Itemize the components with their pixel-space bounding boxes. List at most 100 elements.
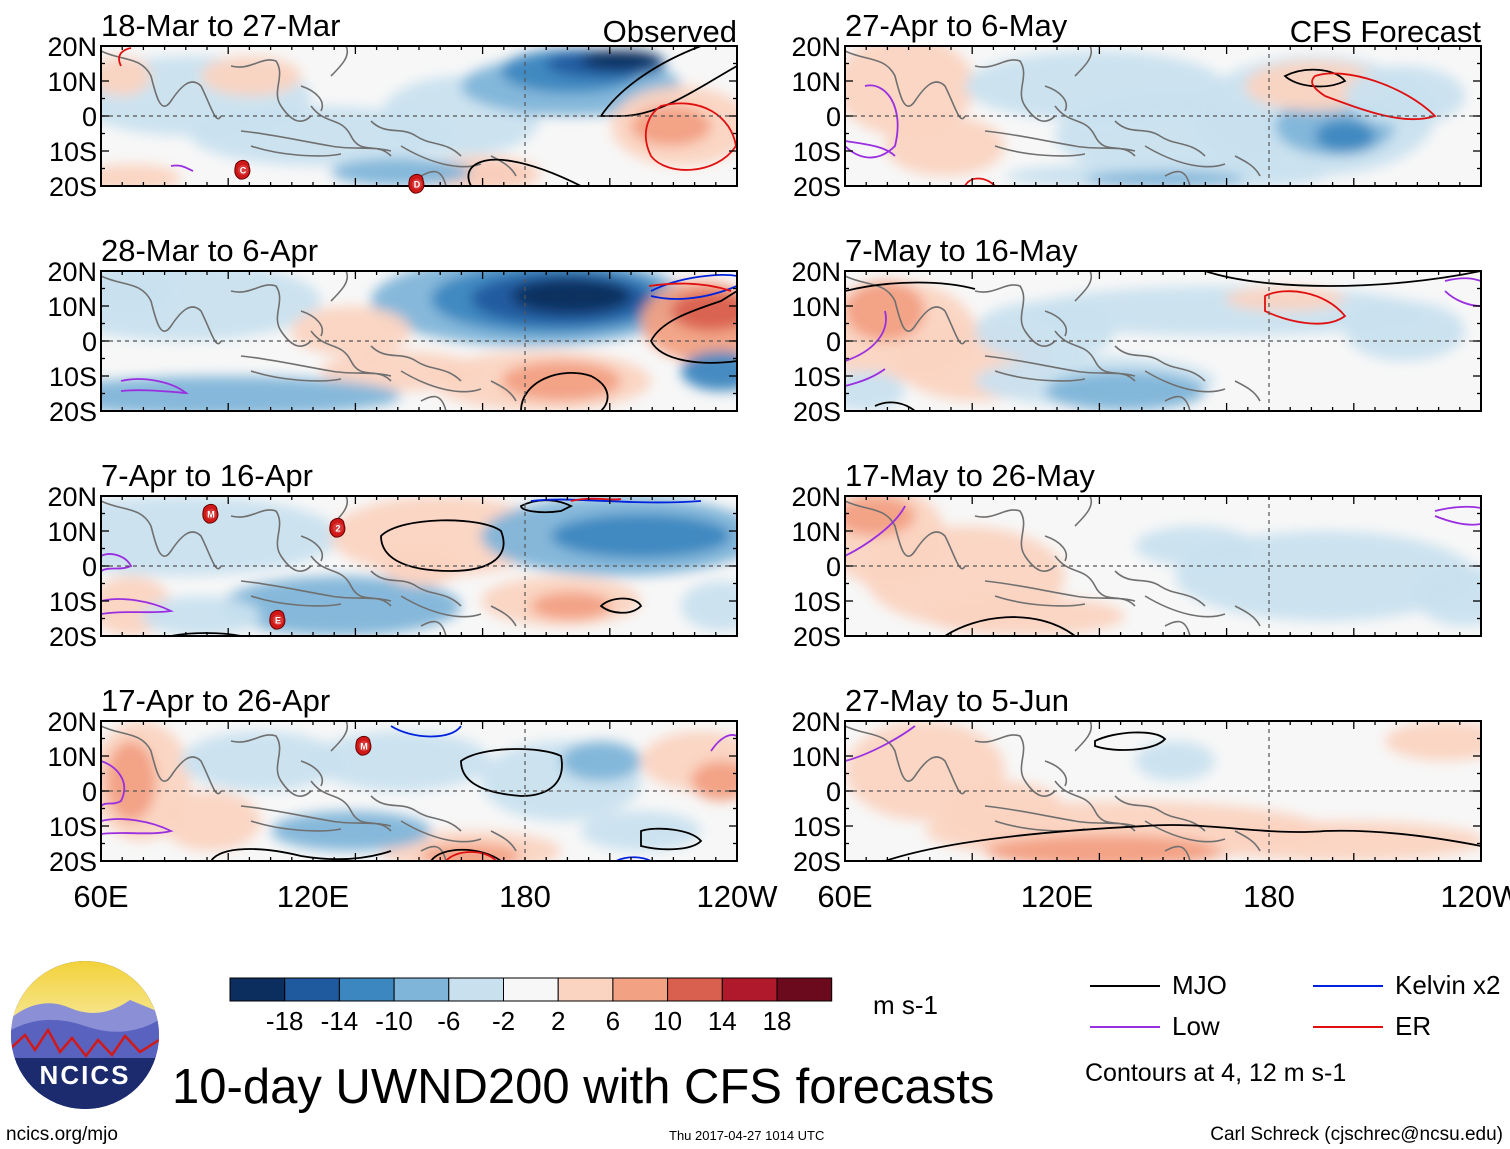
anomaly-blob bbox=[631, 106, 711, 146]
lat-tick-label: 0 bbox=[82, 552, 97, 582]
lat-tick-label: 10N bbox=[47, 67, 97, 97]
anomaly-blob bbox=[511, 278, 631, 314]
lat-tick-label: 0 bbox=[826, 102, 841, 132]
anomaly-blob bbox=[681, 581, 737, 631]
map-panel: 27-Apr to 6-May CFS Forecast 20N 10N 0 10S 20S bbox=[791, 8, 1482, 202]
colorbar-tick-label: 2 bbox=[551, 1006, 565, 1036]
lat-tick-label: 10N bbox=[791, 292, 841, 322]
anomaly-blob bbox=[271, 811, 431, 851]
colorbar-swatch bbox=[284, 977, 340, 1002]
colorbar-swatch bbox=[776, 977, 833, 1002]
lon-tick-label: 180 bbox=[1243, 879, 1295, 914]
storm-marker: D bbox=[408, 173, 425, 194]
contour-line bbox=[1094, 731, 1167, 751]
storm-marker: C bbox=[234, 159, 251, 180]
contour-line bbox=[210, 848, 392, 861]
anomaly-blob bbox=[975, 301, 1115, 361]
lat-tick-label: 10S bbox=[793, 812, 841, 842]
contour-line bbox=[845, 505, 906, 557]
contour-line bbox=[1311, 72, 1437, 121]
contour-line bbox=[874, 401, 916, 411]
wind-anomaly-shading bbox=[101, 496, 737, 636]
source-url[interactable]: ncics.org/mjo bbox=[6, 1124, 118, 1145]
contour-line bbox=[1264, 290, 1347, 325]
lat-tick-label: 20N bbox=[47, 482, 97, 512]
lat-tick-label: 20S bbox=[49, 397, 97, 427]
colorbar-swatch bbox=[721, 977, 778, 1002]
anomaly-blob bbox=[331, 158, 471, 186]
anomaly-blob bbox=[561, 741, 641, 781]
lat-tick-label: 20N bbox=[791, 257, 841, 287]
contour-line bbox=[118, 47, 132, 67]
lat-tick-label: 10N bbox=[47, 742, 97, 772]
storm-marker-label: M bbox=[207, 510, 215, 520]
storm-marker: M bbox=[355, 735, 372, 756]
panel-title: 7-Apr to 16-Apr bbox=[101, 458, 313, 493]
coastline bbox=[845, 496, 1261, 636]
anomaly-blob bbox=[1345, 66, 1465, 126]
lon-tick-label: 180 bbox=[499, 879, 551, 914]
anomaly-blob bbox=[551, 514, 731, 558]
axis-ticks bbox=[100, 270, 738, 412]
colorbar-swatch bbox=[338, 977, 395, 1002]
lat-tick-label: 20S bbox=[793, 622, 841, 652]
anomaly-blob bbox=[1315, 120, 1375, 152]
legend-label: ER bbox=[1395, 1011, 1431, 1041]
lat-tick-label: 20N bbox=[791, 707, 841, 737]
coastline bbox=[845, 271, 1261, 411]
colorbar-tick-label: 14 bbox=[708, 1006, 737, 1036]
contour-line bbox=[380, 519, 505, 572]
coastline bbox=[845, 46, 1261, 186]
logo-text: NCICS bbox=[40, 1060, 131, 1090]
anomaly-blob bbox=[106, 741, 156, 821]
contour-line bbox=[445, 851, 497, 861]
coastline bbox=[845, 721, 1261, 861]
anomaly-blob bbox=[1385, 721, 1481, 761]
contour-line bbox=[599, 46, 737, 117]
anomaly-blob bbox=[311, 731, 491, 791]
contour-line bbox=[710, 734, 737, 752]
panel-title: 17-May to 26-May bbox=[845, 458, 1095, 493]
wind-anomaly-shading bbox=[101, 49, 737, 186]
contour-line bbox=[1204, 271, 1481, 287]
colorbar-tick-label: -6 bbox=[437, 1006, 460, 1036]
panel-title: 27-Apr to 6-May bbox=[845, 8, 1068, 43]
lat-tick-label: 0 bbox=[82, 327, 97, 357]
anomaly-blob bbox=[1205, 821, 1481, 861]
anomaly-blob bbox=[101, 376, 401, 411]
anomaly-blob bbox=[1345, 301, 1465, 361]
anomaly-blob bbox=[201, 56, 301, 96]
contour-line bbox=[430, 848, 502, 861]
anomaly-blob bbox=[845, 496, 915, 536]
timestamp: Thu 2017-04-27 1014 UTC bbox=[669, 1128, 824, 1143]
lat-tick-label: 10S bbox=[793, 137, 841, 167]
contour-line bbox=[520, 372, 609, 411]
anomaly-blob bbox=[581, 50, 661, 70]
legend-label: MJO bbox=[1172, 970, 1227, 1000]
lat-tick-label: 0 bbox=[826, 327, 841, 357]
storm-marker-label: E bbox=[275, 616, 281, 626]
contour-line bbox=[649, 289, 737, 364]
contour-line bbox=[845, 310, 887, 387]
axis-ticks bbox=[844, 45, 1482, 187]
contour-line bbox=[460, 748, 563, 797]
legend-item: Low bbox=[1090, 1011, 1220, 1041]
colorbar-swatch bbox=[503, 977, 559, 1002]
lat-tick-label: 20S bbox=[49, 847, 97, 877]
map-panel: 18-Mar to 27-Mar Observed 20N 10N 0 10S 20S bbox=[47, 8, 738, 202]
contour-line bbox=[467, 158, 582, 186]
lat-tick-label: 20S bbox=[793, 172, 841, 202]
anomaly-blob bbox=[945, 781, 1065, 841]
storm-marker: E bbox=[269, 609, 286, 630]
colorbar-tick-label: -18 bbox=[266, 1006, 304, 1036]
axis-ticks bbox=[844, 495, 1482, 637]
anomaly-blob bbox=[671, 291, 737, 331]
anomaly-blob bbox=[291, 306, 411, 356]
anomaly-blob bbox=[101, 271, 171, 311]
anomaly-blob bbox=[181, 731, 341, 791]
